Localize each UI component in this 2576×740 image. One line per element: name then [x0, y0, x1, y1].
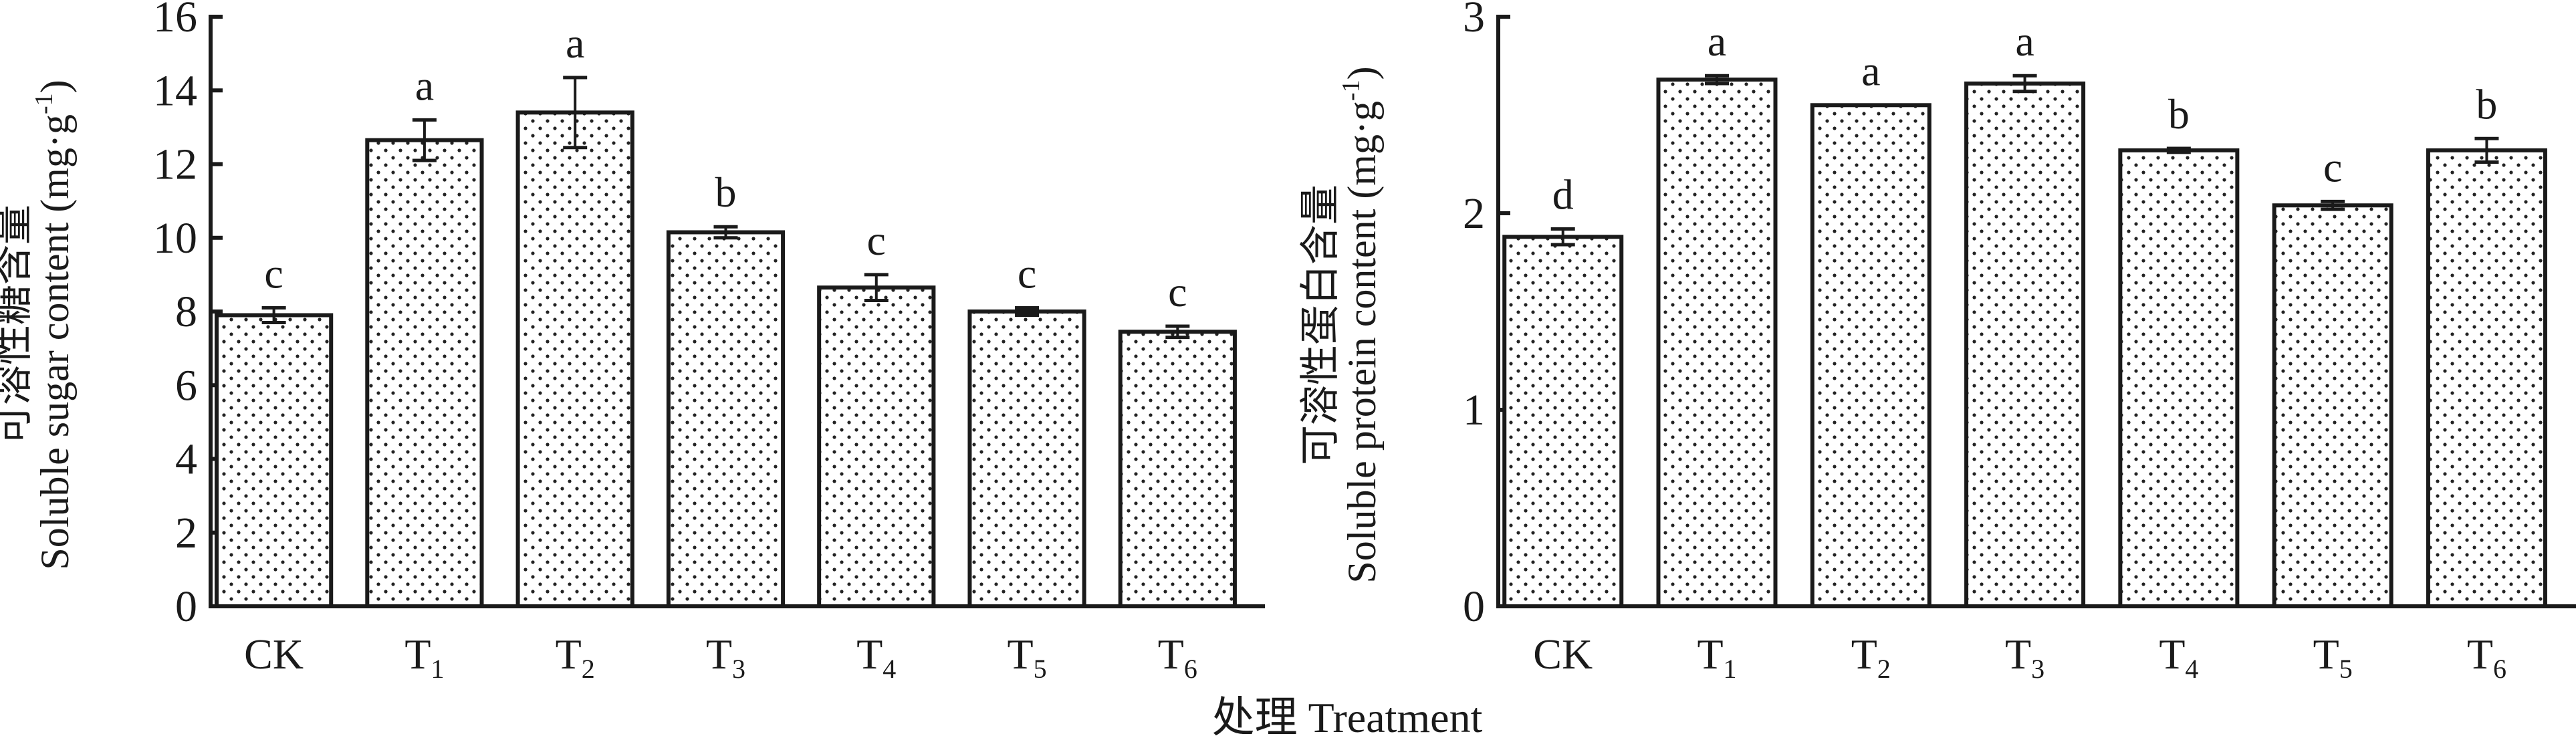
y-tick-label: 10: [153, 214, 197, 263]
y-tick-label: 1: [1463, 386, 1485, 435]
significance-label: c: [867, 217, 886, 264]
x-tick-label-base: T: [2313, 630, 2339, 678]
y-tick-label: 16: [153, 0, 197, 41]
bar: [817, 285, 936, 608]
significance-label: c: [264, 249, 283, 297]
x-tick-label: CK: [244, 630, 304, 678]
significance-label: a: [2015, 17, 2034, 65]
x-tick-label-base: T: [2467, 630, 2493, 678]
x-tick-label-base: CK: [244, 630, 304, 678]
y-tick-label: 3: [1463, 0, 1485, 41]
bar: [515, 110, 634, 608]
bar: [2118, 148, 2240, 609]
x-tick-label-base: T: [856, 630, 883, 678]
x-tick-label: T5: [2313, 630, 2353, 684]
x-tick-label-subscript: 3: [2031, 654, 2044, 684]
bar: [1118, 330, 1237, 608]
x-tick-label-base: T: [1008, 630, 1034, 678]
significance-label: a: [1708, 17, 1726, 65]
y-axis-label-close: ): [33, 80, 77, 93]
y-tick-label: 14: [153, 66, 197, 115]
x-tick-label-base: T: [1851, 630, 1877, 678]
significance-label: b: [2476, 80, 2497, 128]
bar: [215, 313, 334, 608]
x-tick-label-base: T: [404, 630, 431, 678]
x-tick-label: T3: [2005, 630, 2044, 684]
bar: [666, 230, 786, 608]
bar: [2426, 148, 2547, 609]
y-axis-label: 可溶性蛋白含量Soluble protein content (mg·g-1): [1298, 66, 1384, 583]
y-axis-label-cn: 可溶性蛋白含量: [1298, 184, 1342, 465]
x-tick-label-subscript: 5: [2339, 654, 2353, 684]
chart-panel-2: 0 1 2 3 可溶性蛋白含量Soluble protein content (mg·g…: [1298, 0, 2576, 684]
y-axis-label-en: Soluble protein content (mg·g: [1340, 101, 1384, 584]
x-tick-label: T2: [556, 630, 595, 684]
y-tick-label: 0: [175, 582, 197, 631]
significance-label: b: [715, 168, 736, 216]
x-tick-label-base: T: [706, 630, 732, 678]
x-tick-label-subscript: 1: [1724, 654, 1737, 684]
y-tick-label: 2: [175, 509, 197, 558]
x-tick-label: CK: [1533, 630, 1593, 678]
bar: [1656, 78, 1778, 608]
x-tick-label-subscript: 5: [1034, 654, 1047, 684]
x-tick-label: T4: [2159, 630, 2198, 684]
significance-label: a: [1861, 47, 1880, 94]
x-tick-label-subscript: 2: [582, 654, 595, 684]
x-tick-label-base: T: [2159, 630, 2185, 678]
y-axis-label-sup: -1: [1337, 80, 1365, 101]
y-axis-label-close: ): [1340, 66, 1384, 80]
significance-label: a: [566, 19, 584, 67]
bar: [1964, 81, 2086, 608]
bar: [2272, 203, 2393, 608]
x-tick-label: T2: [1851, 630, 1891, 684]
x-tick-label-base: T: [2005, 630, 2031, 678]
x-axis-label: 处理 Treatment: [1212, 694, 1483, 740]
significance-label: d: [1552, 171, 1574, 219]
x-tick-label-subscript: 1: [431, 654, 444, 684]
y-axis-label-cn: 可溶性糖含量: [0, 205, 35, 445]
y-tick-label: 2: [1463, 189, 1485, 238]
significance-label: c: [1168, 268, 1187, 316]
x-tick-label: T1: [1697, 630, 1736, 684]
x-tick-label-base: CK: [1533, 630, 1593, 678]
bar: [1502, 235, 1624, 608]
y-axis-label: 可溶性糖含量Soluble sugar content (mg·g-1): [0, 80, 77, 570]
x-tick-label: T4: [856, 630, 896, 684]
x-tick-label-subscript: 4: [2185, 654, 2198, 684]
y-tick-label: 8: [175, 287, 197, 336]
bar: [365, 138, 484, 608]
bar: [1810, 103, 1931, 609]
y-axis-label-en: Soluble sugar content (mg·g: [33, 114, 77, 570]
significance-label: a: [415, 61, 434, 109]
x-tick-label-base: T: [556, 630, 582, 678]
x-tick-label-subscript: 3: [732, 654, 745, 684]
x-tick-label: T1: [404, 630, 444, 684]
significance-label: c: [1018, 249, 1036, 297]
x-tick-label-subscript: 6: [1184, 654, 1197, 684]
x-tick-label: T6: [1158, 630, 1197, 684]
x-tick-label-base: T: [1697, 630, 1723, 678]
x-tick-label: T6: [2467, 630, 2506, 684]
x-tick-label: T3: [706, 630, 745, 684]
x-tick-label: T5: [1008, 630, 1047, 684]
y-tick-label: 6: [175, 361, 197, 410]
y-tick-label: 0: [1463, 582, 1485, 631]
bar: [967, 310, 1086, 608]
y-tick-label: 4: [175, 435, 197, 484]
y-tick-label: 12: [153, 140, 197, 189]
x-tick-label-base: T: [1158, 630, 1184, 678]
x-tick-label-subscript: 6: [2493, 654, 2506, 684]
x-tick-label-subscript: 2: [1877, 654, 1891, 684]
significance-label: b: [2168, 90, 2190, 138]
x-tick-label-subscript: 4: [883, 654, 896, 684]
y-axis-label-sup: -1: [30, 93, 58, 114]
significance-label: c: [2323, 143, 2342, 191]
